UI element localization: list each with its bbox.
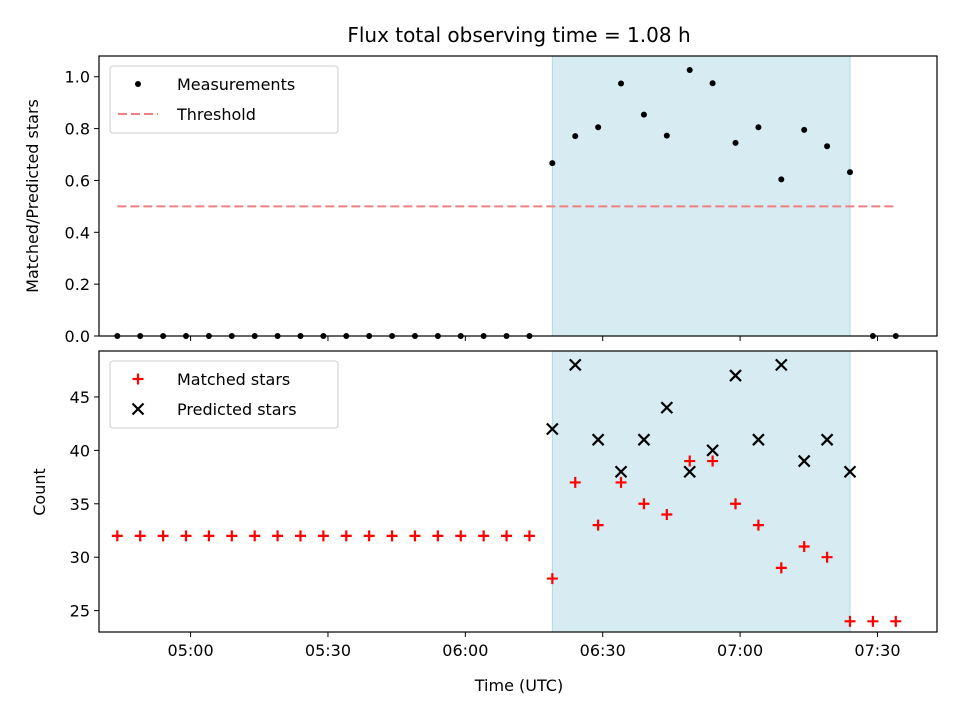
x-axis-label: Time (UTC) [474, 676, 563, 695]
y-tick-label: 35 [70, 495, 90, 514]
matched-stars-point [203, 530, 215, 542]
predicted-stars-point [637, 433, 651, 446]
predicted-stars-point [820, 433, 834, 446]
measurement-point [709, 80, 716, 87]
matched-stars-point [409, 530, 421, 542]
predicted-stars-point [775, 358, 788, 372]
predicted-stars-point [729, 369, 742, 382]
matched-stars-point [752, 519, 764, 531]
matched-stars-point [340, 530, 352, 542]
axes-frame-bottom [98, 350, 938, 633]
x-tick-label: 06:00 [442, 641, 488, 660]
predicted-stars-point [797, 454, 811, 468]
matched-stars-point [821, 551, 833, 563]
matched-stars-point [661, 508, 673, 520]
matched-stars-point [455, 530, 467, 542]
matched-stars-point [798, 541, 810, 553]
matched-stars-point [844, 615, 856, 627]
legend-label: Predicted stars [177, 400, 297, 419]
matched-stars-point [684, 455, 696, 467]
y-tick-label: 0.6 [65, 171, 90, 190]
predicted-stars-point [683, 465, 696, 479]
y-tick-label: 0.4 [65, 223, 90, 242]
matched-stars-point [615, 476, 627, 488]
matched-stars-point [592, 519, 604, 531]
matched-stars-point [569, 476, 581, 488]
x-tick-label: 05:30 [305, 641, 351, 660]
legend-label: Measurements [177, 75, 295, 94]
predicted-stars-point [546, 422, 559, 436]
legend-box-top [109, 65, 339, 134]
matched-stars-point [272, 530, 284, 542]
legend-label: Threshold [176, 105, 256, 124]
matched-stars-point [226, 530, 238, 542]
x-tick-label: 05:00 [168, 641, 214, 660]
predicted-stars-point [752, 433, 765, 446]
matched-stars-point [432, 530, 444, 542]
legend-label: Matched stars [177, 370, 290, 389]
bottom-y-axis-label: Count [30, 468, 49, 516]
matched-stars-point [638, 498, 650, 510]
measurement-point [595, 124, 602, 131]
measurement-point [846, 169, 853, 176]
x-tick-label: 07:00 [717, 641, 763, 660]
legend-marker-predicted [131, 402, 145, 416]
y-tick-label: 30 [70, 548, 90, 567]
observing-span-bottom [551, 350, 851, 633]
matched-stars-point [890, 615, 902, 627]
y-tick-label: 0.2 [65, 275, 90, 294]
chart-title: Flux total observing time = 1.08 h [347, 23, 690, 47]
measurement-point [801, 126, 808, 133]
measurement-point [549, 160, 556, 167]
matched-stars-point [501, 530, 513, 542]
matched-stars-point [249, 530, 261, 542]
y-tick-label: 0.8 [65, 120, 90, 139]
predicted-stars-point [843, 465, 857, 479]
y-tick-label: 1.0 [65, 68, 90, 87]
matched-stars-point [317, 530, 329, 542]
measurement-point [686, 67, 693, 73]
matched-stars-point [386, 530, 398, 542]
y-tick-label: 40 [70, 441, 90, 460]
x-tick-label: 06:30 [580, 641, 626, 660]
measurement-point [732, 139, 739, 146]
matched-stars-point [294, 530, 306, 542]
predicted-stars-point [568, 358, 582, 372]
measurement-point [572, 133, 579, 140]
y-tick-label: 45 [70, 388, 90, 407]
matched-stars-point [546, 573, 558, 585]
y-tick-label: 0.0 [65, 327, 90, 346]
predicted-stars-point [591, 433, 605, 446]
x-tick-label: 07:30 [854, 641, 900, 660]
matched-stars-point [867, 615, 879, 627]
matched-stars-point [180, 530, 192, 542]
legend-marker-measurements [135, 81, 141, 87]
top-y-axis-label: Matched/Predicted stars [23, 99, 42, 293]
axes-frame-top [98, 55, 938, 337]
measurement-point [663, 132, 670, 139]
measurement-point [755, 124, 762, 131]
matched-stars-point [111, 530, 123, 542]
predicted-stars-point [660, 401, 674, 414]
observing-span-top [551, 55, 851, 337]
measurement-point [640, 111, 647, 118]
legend-marker-matched [132, 373, 144, 385]
matched-stars-point [363, 530, 375, 542]
matched-stars-point [707, 455, 719, 467]
matched-stars-point [478, 530, 490, 542]
matched-stars-point [157, 530, 169, 542]
predicted-stars-point [614, 465, 628, 479]
measurement-point [778, 176, 785, 183]
predicted-stars-point [706, 444, 719, 457]
matched-stars-point [730, 498, 742, 510]
legend-box-bottom [109, 360, 339, 429]
matched-stars-point [134, 530, 146, 542]
y-tick-label: 25 [70, 602, 90, 621]
measurement-point [824, 143, 831, 150]
measurement-point [618, 80, 625, 87]
matched-stars-point [523, 530, 535, 542]
matched-stars-point [775, 562, 787, 574]
